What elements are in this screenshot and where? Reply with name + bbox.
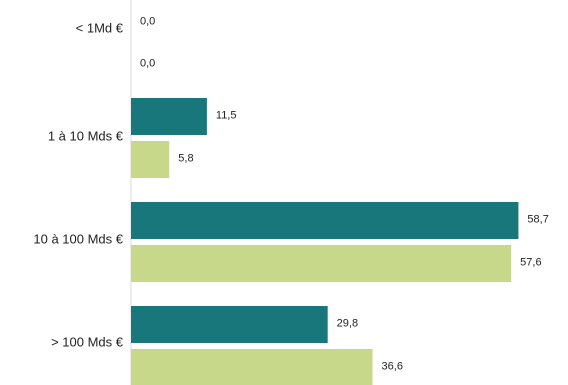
value-label-1md-series-2: 0,0 — [140, 57, 155, 69]
value-label-1-10-mds-series-2: 5,8 — [178, 152, 193, 164]
value-label-1-10-mds-series-1: 11,5 — [216, 109, 237, 121]
value-label-100-mds-series-2: 36,6 — [382, 360, 403, 372]
value-label-1md-series-1: 0,0 — [140, 15, 155, 27]
category-label-1-10-mds: 1 à 10 Mds € — [48, 128, 124, 143]
category-label-100-mds: > 100 Mds € — [51, 334, 124, 349]
bar-10-100-mds-series-2 — [131, 245, 512, 282]
bars — [131, 98, 519, 385]
category-label-1md: < 1Md € — [76, 20, 124, 35]
value-label-10-100-mds-series-2: 57,6 — [520, 256, 541, 268]
bar-100-mds-series-1 — [131, 306, 328, 343]
category-label-10-100-mds: 10 à 100 Mds € — [33, 231, 123, 246]
bar-1-10-mds-series-2 — [131, 141, 170, 178]
value-label-10-100-mds-series-1: 58,7 — [527, 213, 548, 225]
category-labels: < 1Md € 1 à 10 Mds € 10 à 100 Mds € > 100 M… — [33, 20, 123, 349]
value-label-100-mds-series-1: 29,8 — [337, 317, 358, 329]
bar-1-10-mds-series-1 — [131, 98, 207, 135]
bar-100-mds-series-2 — [131, 349, 373, 385]
bar-10-100-mds-series-1 — [131, 202, 519, 239]
value-labels: 0,0 0,0 11,5 5,8 58,7 57,6 29,8 36,6 — [140, 15, 549, 372]
